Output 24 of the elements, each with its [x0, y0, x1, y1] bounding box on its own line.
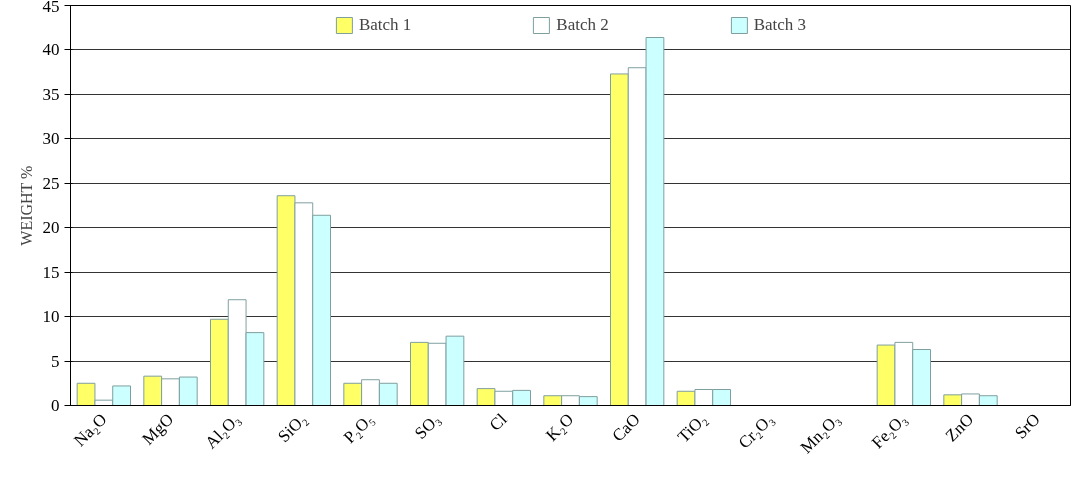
- x-tick-label: TiO₂: [673, 409, 711, 447]
- y-tick-label: 35: [42, 84, 60, 104]
- y-tick-label: 15: [42, 262, 60, 282]
- x-tick-label: K₂O: [542, 409, 578, 445]
- y-axis-title: WEIGHT %: [17, 165, 35, 246]
- x-tick-label: P₂O₅: [340, 409, 378, 447]
- legend-label: Batch 2: [556, 15, 609, 35]
- y-tick-label: 10: [42, 307, 60, 327]
- x-tick-label: ZnO: [941, 409, 978, 446]
- x-tick-label: CaO: [608, 409, 644, 446]
- legend-label: Batch 3: [753, 15, 807, 35]
- y-tick-label: 30: [42, 129, 60, 149]
- y-tick-label: 25: [42, 173, 60, 193]
- x-tick-label: Cl: [485, 409, 511, 435]
- y-tick-label: 20: [42, 218, 60, 238]
- y-tick-label: 5: [51, 351, 60, 371]
- y-tick-label: 0: [51, 396, 60, 415]
- y-tick-label: 40: [42, 40, 60, 60]
- x-tick-label: SrO: [1011, 409, 1044, 443]
- legend-label: Batch 1: [358, 15, 412, 35]
- x-tick-label: SO₃: [410, 409, 444, 443]
- x-tick-label: Cr₂O₃: [734, 409, 778, 453]
- x-tick-label: SiO₂: [274, 409, 311, 447]
- y-tick-label: 45: [42, 0, 60, 16]
